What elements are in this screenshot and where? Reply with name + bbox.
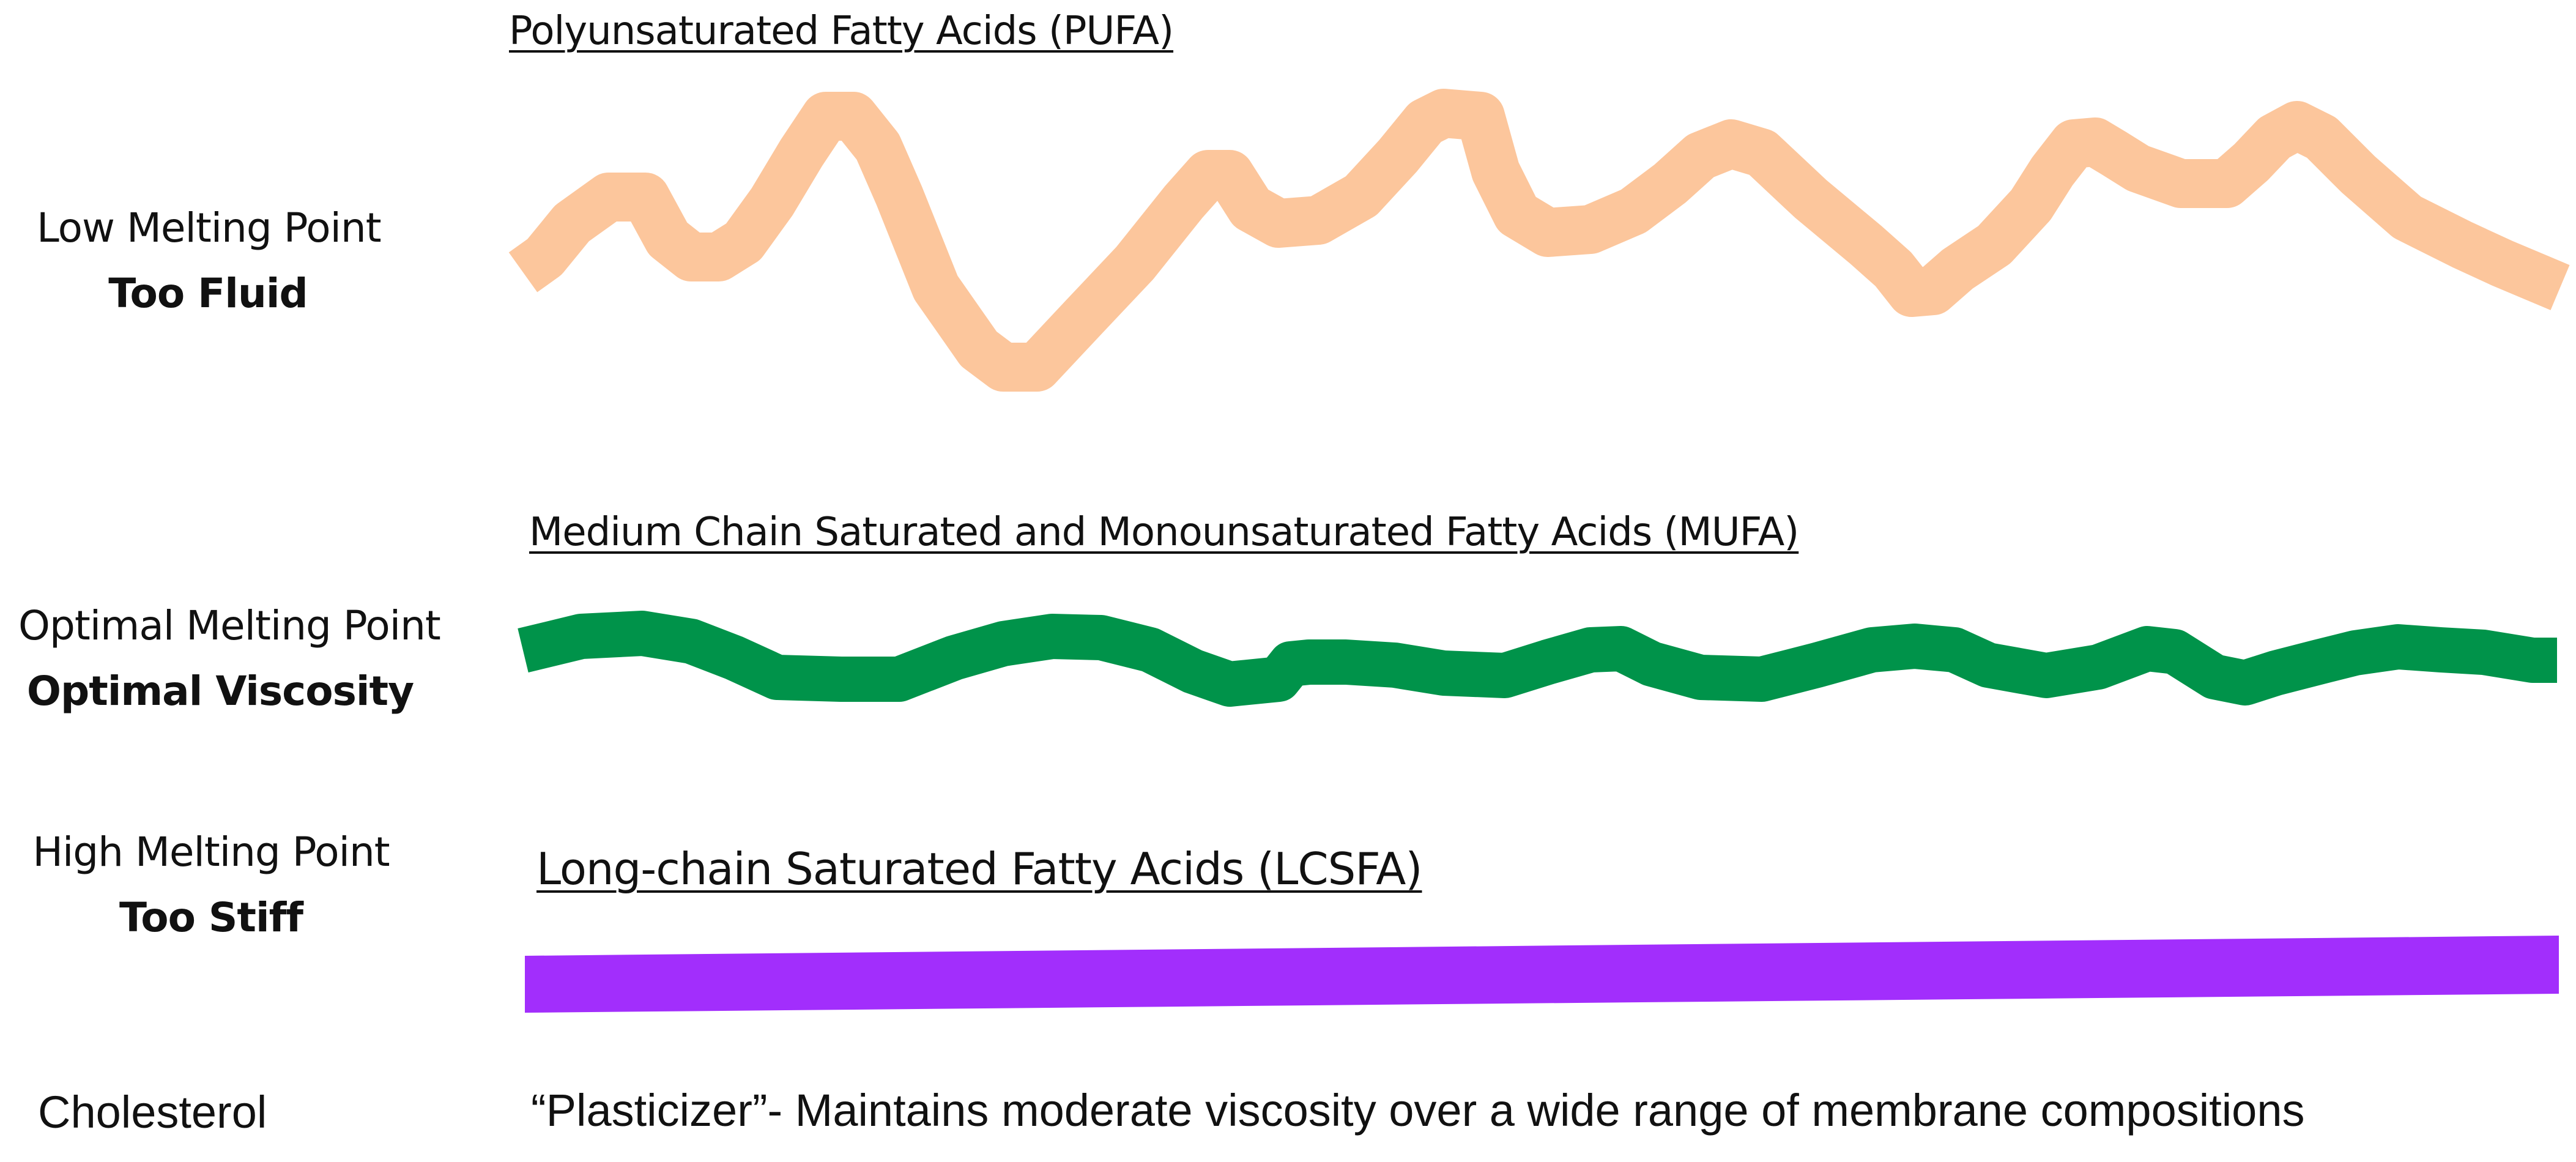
cholesterol-label: Cholesterol bbox=[38, 1087, 267, 1138]
pufa-melting-point-text: Low Melting Point bbox=[37, 204, 382, 251]
lcsfa-chain bbox=[525, 936, 2559, 1013]
pufa-title: Polyunsaturated Fatty Acids (PUFA) bbox=[509, 9, 1174, 54]
pufa-verdict-text: Too Fluid bbox=[108, 269, 308, 317]
mufa-melting-point-text: Optimal Melting Point bbox=[18, 602, 441, 649]
lcsfa-title: Long-chain Saturated Fatty Acids (LCSFA) bbox=[536, 843, 1422, 895]
mufa-verdict-text: Optimal Viscosity bbox=[26, 667, 414, 715]
lcsfa-verdict-text: Too Stiff bbox=[119, 893, 303, 941]
lcsfa-melting-point-text: High Melting Point bbox=[32, 829, 390, 876]
mufa-row-label: Optimal Melting Point Optimal Viscosity bbox=[18, 594, 441, 724]
cholesterol-description: “Plasticizer”- Maintains moderate viscos… bbox=[531, 1085, 2305, 1136]
mufa-title: Medium Chain Saturated and Monounsaturat… bbox=[529, 510, 1799, 555]
mufa-chain bbox=[518, 611, 2557, 707]
pufa-chain bbox=[508, 89, 2570, 392]
lcsfa-row-label: High Melting Point Too Stiff bbox=[24, 820, 398, 951]
pufa-row-label: Low Melting Point Too Fluid bbox=[37, 196, 382, 327]
